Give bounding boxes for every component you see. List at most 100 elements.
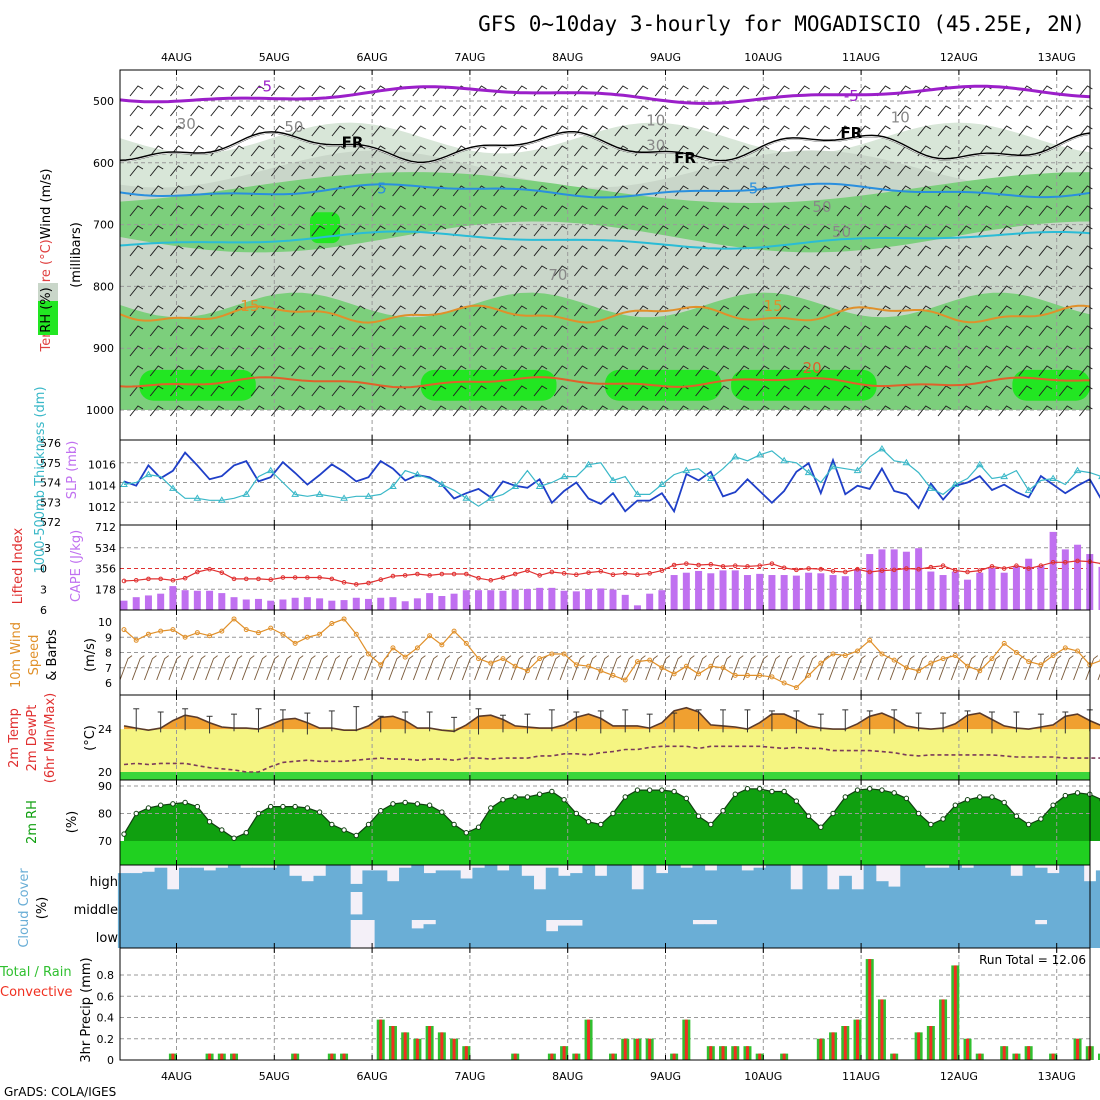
cloud-high-61 bbox=[863, 865, 877, 892]
wind-barb-2-17 bbox=[473, 125, 487, 137]
wind-barb-1-19 bbox=[513, 105, 528, 117]
wind-barb-15-2 bbox=[170, 385, 184, 397]
wind-barb-7-35 bbox=[836, 225, 851, 237]
rh2m-point-49 bbox=[720, 808, 726, 814]
cape-bar-11 bbox=[254, 598, 262, 610]
wind-barb-1-23 bbox=[594, 105, 608, 117]
cloud-high-60 bbox=[851, 889, 865, 892]
wind10-barb-5 bbox=[180, 655, 194, 681]
cape-bar-43 bbox=[646, 593, 654, 610]
wind-barb-9-38 bbox=[897, 265, 911, 277]
wind-barb-10-32 bbox=[776, 285, 790, 297]
wind-barb-10-28 bbox=[695, 285, 709, 297]
cloud-middle-11 bbox=[252, 892, 266, 920]
rh2m-point-18 bbox=[341, 827, 347, 833]
cloud-high-3 bbox=[154, 867, 168, 892]
lifted-point-13 bbox=[280, 575, 286, 580]
wind-barb-4-13 bbox=[392, 165, 406, 177]
wind-barb-6-44 bbox=[1018, 205, 1033, 217]
precip-conv-bar-59 bbox=[843, 1026, 847, 1060]
wind-barb-0-32 bbox=[776, 85, 790, 97]
wind-barb-2-10 bbox=[331, 125, 346, 137]
wind-barb-15-34 bbox=[816, 385, 831, 397]
cape-bar-54 bbox=[780, 575, 788, 610]
upper-ytick-3: 800 bbox=[93, 280, 114, 293]
wind-barb-2-33 bbox=[796, 125, 810, 137]
wind-barb-9-37 bbox=[877, 265, 891, 277]
wind-barb-1-29 bbox=[715, 105, 730, 117]
wind-barb-11-9 bbox=[311, 305, 326, 317]
wind-barb-12-38 bbox=[897, 325, 911, 337]
precip-conv-bar-52 bbox=[758, 1053, 762, 1060]
precip-conv-bar-8 bbox=[220, 1053, 224, 1060]
cloud-middle-48 bbox=[704, 892, 718, 920]
cloud-middle-3 bbox=[154, 892, 168, 920]
wind10-point-15 bbox=[304, 634, 310, 640]
wind-barb-16-29 bbox=[715, 405, 730, 417]
wind-barb-14-2 bbox=[170, 365, 184, 377]
wind10-barb-18 bbox=[339, 655, 353, 681]
wind-barb-9-19 bbox=[513, 265, 528, 277]
lifted-point-30 bbox=[488, 577, 494, 583]
cape-bar-25 bbox=[426, 593, 434, 610]
thickness-point-24 bbox=[413, 470, 422, 478]
wind10-point-19 bbox=[353, 631, 359, 637]
wind-barb-8-43 bbox=[998, 245, 1012, 257]
wind-barb-8-9 bbox=[311, 245, 326, 257]
wind-barb-8-6 bbox=[250, 245, 265, 257]
cloud-middle-7 bbox=[203, 892, 217, 920]
wind-barb-14-9 bbox=[311, 365, 326, 377]
cape-bar-21 bbox=[377, 597, 385, 610]
wind-barb-15-36 bbox=[856, 385, 871, 397]
wind-barb-10-14 bbox=[412, 285, 427, 297]
contour-label-16: 50 bbox=[832, 223, 851, 241]
cape-bar-10 bbox=[242, 599, 250, 610]
thickness-point-66 bbox=[926, 484, 935, 491]
wind-barb-11-45 bbox=[1038, 305, 1053, 317]
cloud-high-39 bbox=[594, 875, 608, 892]
thickness-point-0 bbox=[120, 480, 128, 487]
wind-barb-4-33 bbox=[796, 165, 810, 177]
rh2m-point-25 bbox=[426, 802, 433, 808]
rh2m-point-68 bbox=[952, 802, 958, 808]
cloud-low-65 bbox=[912, 920, 926, 948]
wind-barb-14-0 bbox=[129, 365, 144, 377]
thickness-point-8 bbox=[217, 496, 226, 503]
wind-barb-14-3 bbox=[190, 365, 204, 377]
wind-barb-12-9 bbox=[311, 325, 326, 337]
wind-barb-8-36 bbox=[856, 245, 871, 257]
wind10-point-7 bbox=[207, 633, 213, 639]
wind-barb-2-9 bbox=[311, 125, 326, 137]
wind-barb-11-37 bbox=[877, 305, 891, 317]
cape-bar-78 bbox=[1074, 544, 1082, 610]
contour-label-6: 5 bbox=[749, 180, 759, 198]
wind-barb-2-14 bbox=[412, 125, 427, 137]
wind10-point-36 bbox=[561, 651, 567, 657]
wind-barb-11-18 bbox=[493, 305, 507, 317]
day-label-bottom-7: 11AUG bbox=[842, 1070, 880, 1083]
cloud-high-55 bbox=[790, 889, 803, 892]
wind-barb-11-46 bbox=[1058, 305, 1073, 317]
thickness-point-36 bbox=[560, 472, 568, 480]
wind-barb-5-24 bbox=[614, 185, 629, 197]
wind-barb-5-20 bbox=[533, 185, 548, 197]
wind10-point-20 bbox=[366, 651, 371, 657]
contour-temp-15 bbox=[119, 304, 1091, 324]
wind-barb-12-17 bbox=[473, 325, 487, 337]
precip-tick-0: 0 bbox=[107, 1054, 114, 1067]
wind10-point-24 bbox=[414, 645, 420, 651]
wind-barb-14-17 bbox=[473, 365, 487, 377]
wind-barb-9-35 bbox=[836, 265, 851, 277]
cloud-low-76 bbox=[1046, 920, 1060, 948]
wind-barb-2-5 bbox=[230, 125, 245, 137]
wind10-barb-26 bbox=[437, 655, 451, 681]
wind-barb-13-8 bbox=[291, 345, 305, 357]
rh2m-point-56 bbox=[805, 813, 812, 819]
wind-barb-13-22 bbox=[574, 345, 588, 357]
wind-barb-11-40 bbox=[937, 305, 952, 317]
cloud-high-63 bbox=[888, 886, 901, 892]
rh2m-point-10 bbox=[243, 830, 249, 836]
wind-barb-0-39 bbox=[917, 85, 932, 97]
wind-barb-1-46 bbox=[1058, 105, 1073, 117]
